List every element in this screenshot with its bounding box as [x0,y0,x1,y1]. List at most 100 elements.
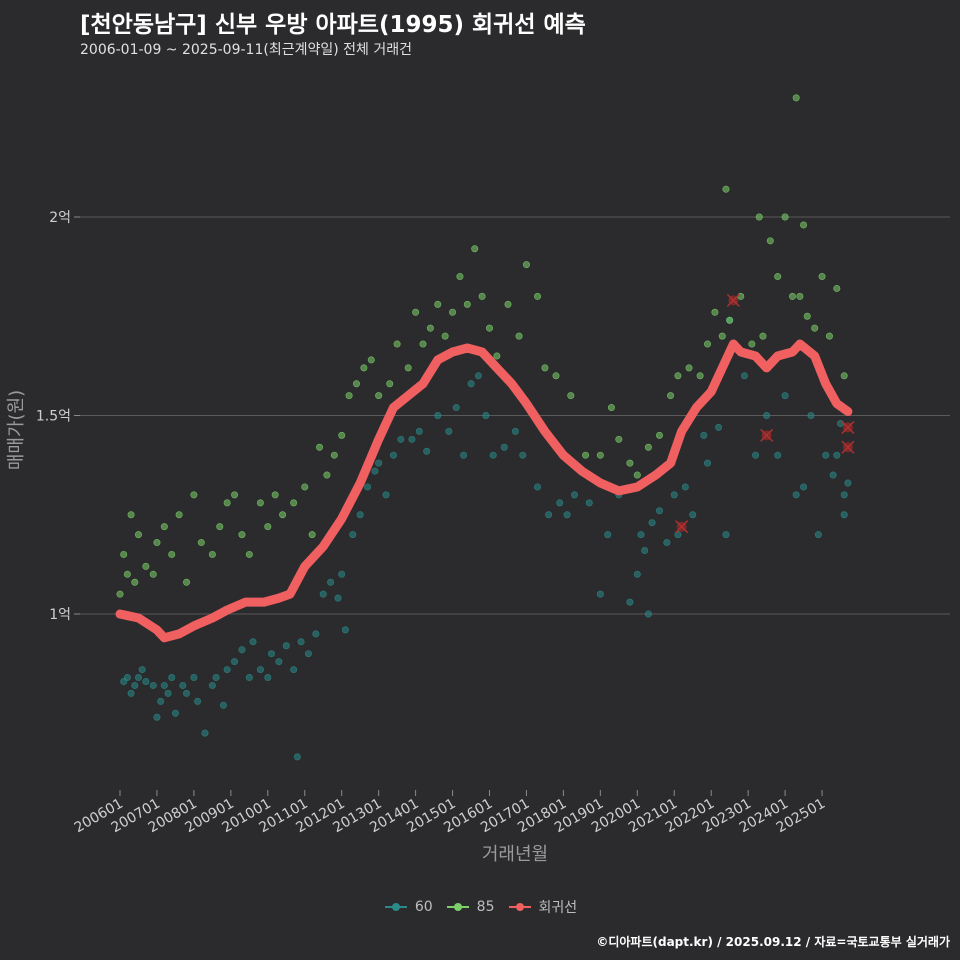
legend-item-regression[interactable]: 회귀선 [507,897,577,917]
data-point-series-85 [375,392,383,400]
data-point-series-85 [256,499,264,507]
data-point-series-60 [201,729,209,737]
data-point-series-60 [840,511,848,519]
data-point-series-85 [134,531,142,539]
data-point-series-85 [131,578,139,586]
data-point-series-85 [449,308,457,316]
y-axis-label: 매매가(원) [6,390,27,470]
data-point-series-60 [415,427,423,435]
anomaly-marker [675,520,689,534]
data-point-series-60 [633,570,641,578]
data-point-series-60 [223,666,231,674]
data-point-series-85 [567,392,575,400]
data-point-series-85 [615,435,623,443]
data-point-series-60 [364,483,372,491]
anomaly-markers [675,293,855,534]
data-point-series-60 [219,701,227,709]
x-tick-labels: 2006012007012008012009012010012011012012… [72,796,828,837]
legend-item-60[interactable]: 60 [383,897,433,917]
data-point-series-60 [570,491,578,499]
data-point-series-60 [212,674,220,682]
data-point-series-85 [153,539,161,547]
data-point-series-85 [552,372,560,380]
data-point-series-60 [474,372,482,380]
data-point-series-85 [190,491,198,499]
data-point-series-60 [604,531,612,539]
y-tick-label: 1.5억 [36,409,71,425]
data-point-series-85 [711,308,719,316]
data-point-series-60 [774,451,782,459]
data-point-series-60 [556,499,564,507]
chart-title: [천안동남구] 신부 우방 아파트(1995) 회귀선 예측 [80,12,586,38]
data-point-series-60 [596,590,604,598]
data-point-series-85 [781,213,789,221]
data-point-series-60 [371,467,379,475]
data-point-series-60 [534,483,542,491]
data-point-series-60 [655,507,663,515]
data-point-series-85 [223,499,231,507]
data-point-series-85 [149,570,157,578]
data-point-series-60 [644,610,652,618]
data-point-series-60 [267,650,275,658]
data-point-series-60 [334,594,342,602]
data-point-series-85 [463,300,471,308]
data-point-series-85 [426,324,434,332]
data-point-series-60 [689,511,697,519]
data-point-series-60 [127,689,135,697]
data-point-series-85 [726,316,734,324]
data-point-series-85 [655,431,663,439]
data-point-series-85 [323,471,331,479]
data-point-series-60 [290,666,298,674]
data-point-series-60 [408,435,416,443]
data-point-series-60 [142,677,150,685]
data-point-series-60 [245,674,253,682]
data-point-series-60 [319,590,327,598]
data-point-series-60 [190,674,198,682]
data-point-series-60 [460,451,468,459]
series-85-points [116,94,848,598]
data-point-series-85 [245,550,253,558]
data-point-series-85 [386,380,394,388]
data-point-series-60 [183,689,191,697]
data-point-series-60 [397,435,405,443]
data-point-series-85 [818,273,826,281]
data-point-series-85 [626,459,634,467]
data-point-series-85 [316,443,324,451]
data-point-series-85 [788,292,796,300]
data-point-series-60 [164,689,172,697]
anomaly-marker [760,428,774,442]
data-point-series-85 [607,404,615,412]
regression-line [115,339,853,643]
anomaly-marker [841,440,855,454]
data-point-series-85 [183,578,191,586]
data-point-series-60 [249,638,257,646]
legend-key-regression [507,897,533,917]
data-point-series-60 [293,753,301,761]
data-point-series-85 [667,392,675,400]
data-point-series-60 [822,451,830,459]
data-point-series-85 [766,237,774,245]
legend: 60 85 회귀선 [0,896,960,918]
data-point-series-60 [663,539,671,547]
data-point-series-60 [700,431,708,439]
data-point-series-60 [312,630,320,638]
data-point-series-60 [637,531,645,539]
data-point-series-85 [238,531,246,539]
data-point-series-60 [423,447,431,455]
data-point-series-85 [800,221,808,229]
grid-lines [74,216,950,796]
data-point-series-60 [626,598,634,606]
data-point-series-60 [563,511,571,519]
data-point-series-60 [800,483,808,491]
data-point-series-85 [504,300,512,308]
legend-item-85[interactable]: 85 [445,897,495,917]
data-point-series-60 [715,423,723,431]
data-point-series-85 [633,471,641,479]
data-point-series-85 [216,523,224,531]
data-point-series-60 [256,666,264,674]
data-point-series-60 [231,658,239,666]
data-point-series-85 [596,451,604,459]
data-point-series-85 [478,292,486,300]
data-point-series-85 [264,523,272,531]
